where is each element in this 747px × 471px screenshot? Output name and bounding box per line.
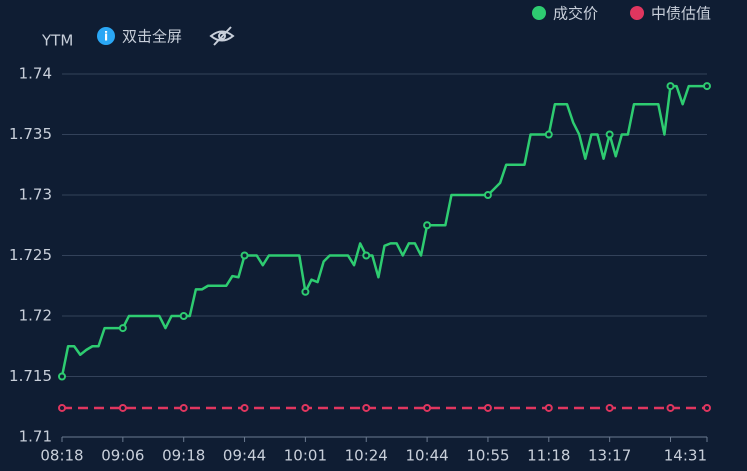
point-marker <box>58 403 66 412</box>
y-tick-label: 1.715 <box>9 367 52 385</box>
point-marker <box>703 82 711 91</box>
legend-swatch <box>630 6 645 20</box>
point-marker <box>118 324 127 333</box>
info-icon <box>97 27 115 45</box>
legend-item[interactable]: 成交价 <box>532 5 598 23</box>
y-tick-label: 1.72 <box>19 307 52 325</box>
point-marker <box>666 82 675 91</box>
legend-swatch <box>532 6 546 20</box>
point-marker <box>58 372 66 381</box>
point-marker <box>118 403 127 412</box>
x-tick-label: 14:31 <box>664 447 707 465</box>
point-marker <box>483 191 492 199</box>
y-tick-label: 1.73 <box>19 186 52 204</box>
point-marker <box>666 403 675 412</box>
x-tick-label: 09:06 <box>101 447 144 465</box>
eye-slash <box>213 26 232 46</box>
info-glyph: i <box>104 30 108 44</box>
x-tick-label: 10:24 <box>345 447 388 465</box>
point-marker <box>703 403 711 412</box>
point-marker <box>240 251 249 260</box>
x-tick-label: 10:55 <box>466 447 509 465</box>
point-marker <box>483 403 492 412</box>
y-tick-label: 1.71 <box>19 428 52 446</box>
hint-text: 双击全屏 <box>122 28 182 46</box>
point-marker <box>179 403 188 412</box>
y-tick-label: 1.74 <box>19 65 52 83</box>
point-marker <box>423 221 432 230</box>
fullscreen-hint[interactable]: i 双击全屏 <box>97 27 182 46</box>
point-marker <box>362 403 371 412</box>
hide-icon[interactable] <box>209 26 235 46</box>
point-marker <box>423 403 432 412</box>
point-marker <box>605 403 614 412</box>
x-tick-label: 10:01 <box>284 447 327 465</box>
point-marker <box>301 403 310 412</box>
legend-label: 成交价 <box>553 5 598 23</box>
legend-item[interactable]: 中债估值 <box>630 5 711 23</box>
x-tick-label: 10:44 <box>405 447 448 465</box>
series-line <box>60 84 707 377</box>
point-marker <box>544 403 553 412</box>
point-marker <box>605 130 614 139</box>
x-tick-label: 08:18 <box>40 447 83 465</box>
point-marker <box>301 287 310 296</box>
y-axis-label: YTM <box>41 32 73 50</box>
point-marker <box>179 312 188 320</box>
point-marker <box>240 403 249 412</box>
eye <box>209 30 235 42</box>
x-tick-label: 09:18 <box>162 447 205 465</box>
point-marker <box>362 251 371 260</box>
legend-label: 中债估值 <box>651 5 711 23</box>
x-tick-label: 11:18 <box>527 447 570 465</box>
point-marker <box>544 130 553 139</box>
x-tick-label: 13:17 <box>588 447 631 465</box>
y-tick-label: 1.735 <box>9 125 52 143</box>
x-tick-label: 09:44 <box>223 447 266 465</box>
y-tick-label: 1.725 <box>9 246 52 264</box>
eye-pupil <box>218 32 226 40</box>
